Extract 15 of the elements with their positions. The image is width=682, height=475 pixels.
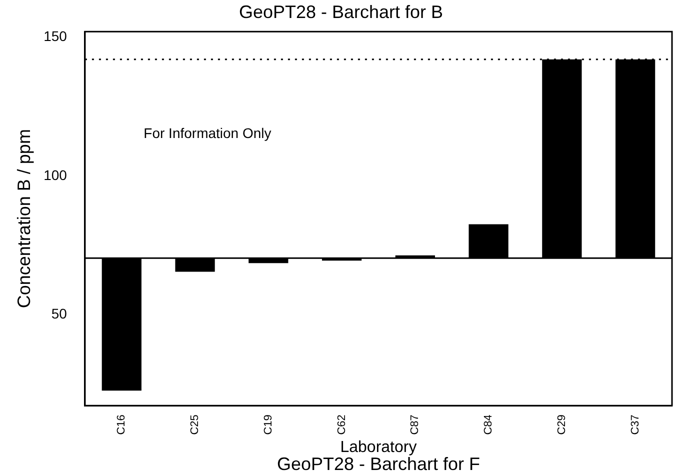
x-tick-label: C62 (336, 414, 348, 435)
x-tick-label: C16 (116, 414, 128, 435)
x-tick-label: C37 (629, 414, 642, 435)
y-tick-label: 150 (44, 28, 68, 44)
x-axis-title: Laboratory (340, 438, 417, 456)
x-tick-label: C84 (482, 414, 495, 435)
x-tick-label: C29 (556, 414, 568, 435)
x-tick-label: C19 (262, 414, 274, 435)
x-tick-label: C25 (189, 414, 202, 435)
x-tick-label: C87 (409, 414, 422, 435)
chart-title: GeoPT28 - Barchart for B (238, 2, 444, 22)
y-tick-label: 50 (51, 306, 68, 322)
y-tick-label: 100 (44, 166, 68, 183)
annotation: For Information Only (144, 125, 272, 142)
y-axis-title: Concentration B / ppm (14, 129, 34, 308)
